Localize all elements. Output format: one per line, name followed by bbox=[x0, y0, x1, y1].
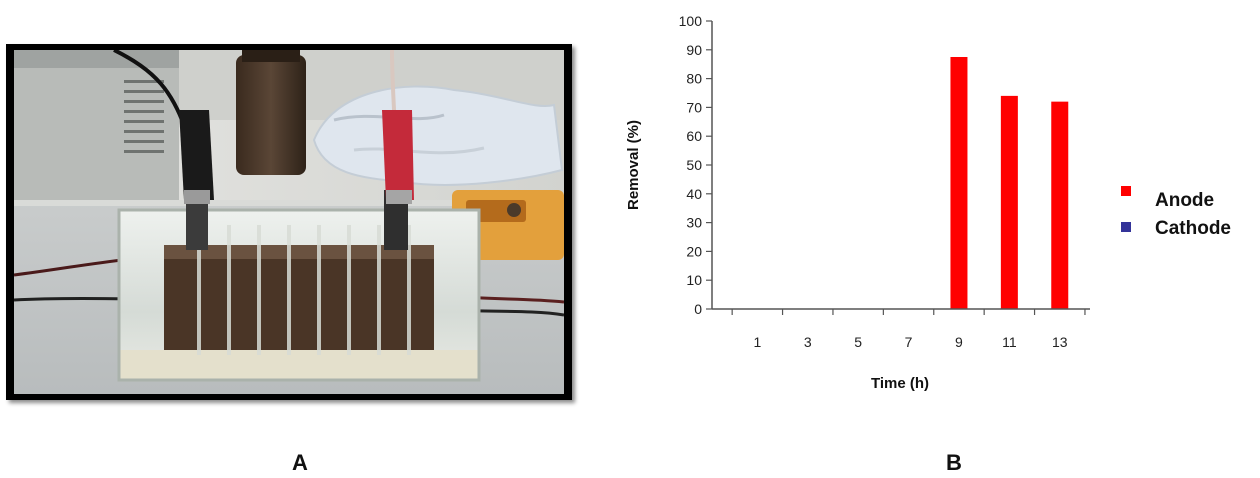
y-tick-label: 0 bbox=[694, 301, 702, 317]
y-tick-label: 60 bbox=[686, 128, 702, 144]
y-tick-label: 10 bbox=[686, 272, 702, 288]
legend-swatch-cathode bbox=[1121, 222, 1131, 232]
y-tick-label: 50 bbox=[686, 157, 702, 173]
x-tick-label: 7 bbox=[905, 334, 913, 350]
bar-anode-11 bbox=[1000, 95, 1018, 309]
y-tick-label: 40 bbox=[686, 186, 702, 202]
panel-label-b: B bbox=[946, 450, 962, 475]
x-tick-label: 13 bbox=[1052, 334, 1068, 350]
y-tick-label: 70 bbox=[686, 99, 702, 115]
electrokinetic-cell-photo bbox=[14, 50, 564, 394]
panel-label-a: A bbox=[292, 450, 308, 475]
bars bbox=[950, 57, 1069, 309]
bar-anode-9 bbox=[950, 57, 968, 309]
bar-anode-13 bbox=[1051, 101, 1069, 309]
y-axis-title: Removal (%) bbox=[625, 120, 642, 210]
y-tick-label: 80 bbox=[686, 71, 702, 87]
legend-label-anode: Anode bbox=[1155, 190, 1214, 211]
x-tick-label: 9 bbox=[955, 334, 963, 350]
y-axis-ticks: 0 10 20 30 40 50 60 70 80 90 100 bbox=[679, 13, 712, 317]
y-tick-label: 20 bbox=[686, 243, 702, 259]
y-tick-label: 90 bbox=[686, 42, 702, 58]
x-tick-label: 1 bbox=[753, 334, 761, 350]
legend: Anode Cathode bbox=[1121, 186, 1231, 239]
y-tick-label: 100 bbox=[679, 13, 703, 29]
legend-swatch-anode bbox=[1121, 186, 1131, 196]
x-axis-ticks: 1 3 5 7 9 11 13 bbox=[731, 309, 1086, 350]
x-tick-label: 11 bbox=[1002, 334, 1017, 350]
x-tick-label: 5 bbox=[854, 334, 862, 350]
y-tick-label: 30 bbox=[686, 215, 702, 231]
photo-frame bbox=[6, 44, 572, 400]
legend-label-cathode: Cathode bbox=[1155, 218, 1231, 239]
x-axis-title: Time (h) bbox=[871, 375, 929, 392]
x-tick-label: 3 bbox=[804, 334, 812, 350]
